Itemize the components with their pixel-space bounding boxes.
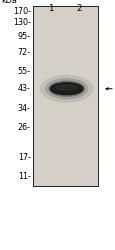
- Text: 43-: 43-: [18, 84, 30, 93]
- Text: 130-: 130-: [13, 18, 30, 27]
- Text: 17-: 17-: [18, 153, 30, 162]
- Ellipse shape: [45, 78, 87, 99]
- Text: 95-: 95-: [17, 32, 30, 41]
- Ellipse shape: [55, 85, 77, 90]
- Text: 2: 2: [76, 4, 82, 13]
- Text: 1: 1: [47, 4, 53, 13]
- Text: 170-: 170-: [13, 7, 30, 16]
- Ellipse shape: [40, 76, 92, 102]
- Ellipse shape: [50, 83, 82, 95]
- Ellipse shape: [48, 81, 84, 96]
- Text: 72-: 72-: [17, 48, 30, 57]
- Text: 26-: 26-: [18, 123, 30, 132]
- Text: 34-: 34-: [18, 104, 30, 113]
- Text: 55-: 55-: [17, 67, 30, 76]
- Text: kDa: kDa: [1, 0, 17, 5]
- Bar: [33, 6, 97, 186]
- Text: 11-: 11-: [18, 172, 30, 181]
